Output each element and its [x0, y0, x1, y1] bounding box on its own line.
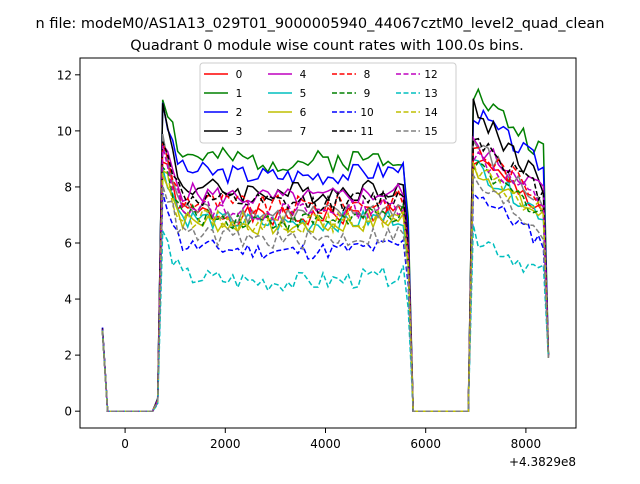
legend-label: 3	[236, 126, 243, 138]
y-tick-label: 10	[57, 124, 72, 138]
legend-label: 0	[236, 69, 243, 81]
series-line-14	[101, 161, 550, 412]
figure-suptitle: n file: modeM0/AS1A13_029T01_9000005940_…	[36, 16, 605, 32]
x-tick-label: 8000	[511, 437, 542, 451]
y-axis-ticks: 0 2 4 6 8 10 12	[57, 68, 80, 419]
legend-label: 10	[360, 107, 373, 119]
y-tick-label: 6	[64, 237, 72, 251]
series-line-7	[101, 133, 550, 412]
series-line-4	[101, 135, 550, 412]
series-line-3	[101, 98, 550, 412]
series-line-13	[101, 224, 550, 412]
x-tick-label: 6000	[410, 437, 441, 451]
y-tick-label: 0	[64, 405, 72, 419]
x-axis-ticks: 0 2000 4000 6000 8000	[121, 428, 541, 451]
series-line-8	[101, 142, 550, 412]
legend-label: 14	[424, 107, 438, 119]
x-tick-label: 4000	[310, 437, 341, 451]
series-line-1	[101, 87, 550, 412]
legend-label: 5	[300, 88, 307, 100]
x-axis-offset-label: +4.3829e8	[509, 455, 576, 469]
legend-box	[199, 62, 457, 144]
legend-label: 11	[360, 126, 373, 138]
legend-label: 12	[424, 69, 437, 81]
chart-title: Quadrant 0 module wise count rates with …	[130, 38, 524, 54]
legend-label: 6	[300, 107, 307, 119]
y-tick-label: 4	[64, 293, 72, 307]
x-tick-label: 2000	[210, 437, 241, 451]
legend-label: 9	[364, 88, 371, 100]
legend-label: 13	[424, 88, 437, 100]
plot-lines	[101, 87, 550, 412]
legend-label: 7	[300, 126, 307, 138]
series-line-12	[101, 145, 550, 412]
series-line-2	[101, 102, 550, 412]
y-tick-label: 8	[64, 180, 72, 194]
legend-label: 1	[236, 88, 243, 100]
legend-label: 15	[424, 126, 437, 138]
x-tick-label: 0	[121, 437, 129, 451]
y-tick-label: 12	[57, 68, 72, 82]
legend-label: 2	[236, 107, 243, 119]
series-line-10	[101, 191, 550, 412]
legend-label: 8	[364, 69, 371, 81]
legend-label: 4	[300, 69, 307, 81]
y-tick-label: 2	[64, 349, 72, 363]
series-line-15	[101, 172, 550, 412]
series-line-11	[101, 137, 550, 412]
series-line-9	[101, 160, 550, 412]
